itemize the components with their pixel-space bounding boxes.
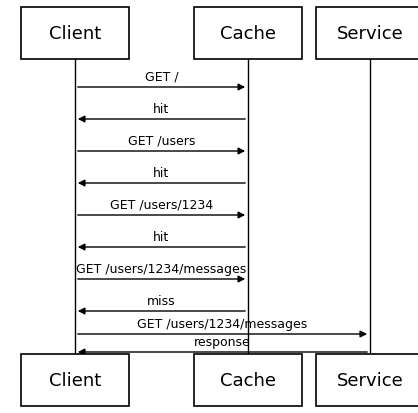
Text: GET /users/1234: GET /users/1234 xyxy=(110,199,213,211)
Text: miss: miss xyxy=(147,294,176,307)
Text: Service: Service xyxy=(336,371,403,389)
Text: hit: hit xyxy=(153,230,170,243)
Bar xyxy=(194,354,302,406)
Text: Service: Service xyxy=(336,25,403,43)
Text: hit: hit xyxy=(153,103,170,116)
Bar xyxy=(21,8,129,60)
Bar xyxy=(316,354,418,406)
Text: Cache: Cache xyxy=(220,371,276,389)
Text: Client: Client xyxy=(49,25,101,43)
Bar xyxy=(21,354,129,406)
Bar xyxy=(194,8,302,60)
Bar xyxy=(316,8,418,60)
Text: response: response xyxy=(194,335,251,348)
Text: GET /: GET / xyxy=(145,71,178,84)
Text: GET /users/1234/messages: GET /users/1234/messages xyxy=(76,262,247,275)
Text: GET /users/1234/messages: GET /users/1234/messages xyxy=(138,317,308,330)
Text: GET /users: GET /users xyxy=(128,135,195,147)
Text: Client: Client xyxy=(49,371,101,389)
Text: hit: hit xyxy=(153,166,170,180)
Text: Cache: Cache xyxy=(220,25,276,43)
